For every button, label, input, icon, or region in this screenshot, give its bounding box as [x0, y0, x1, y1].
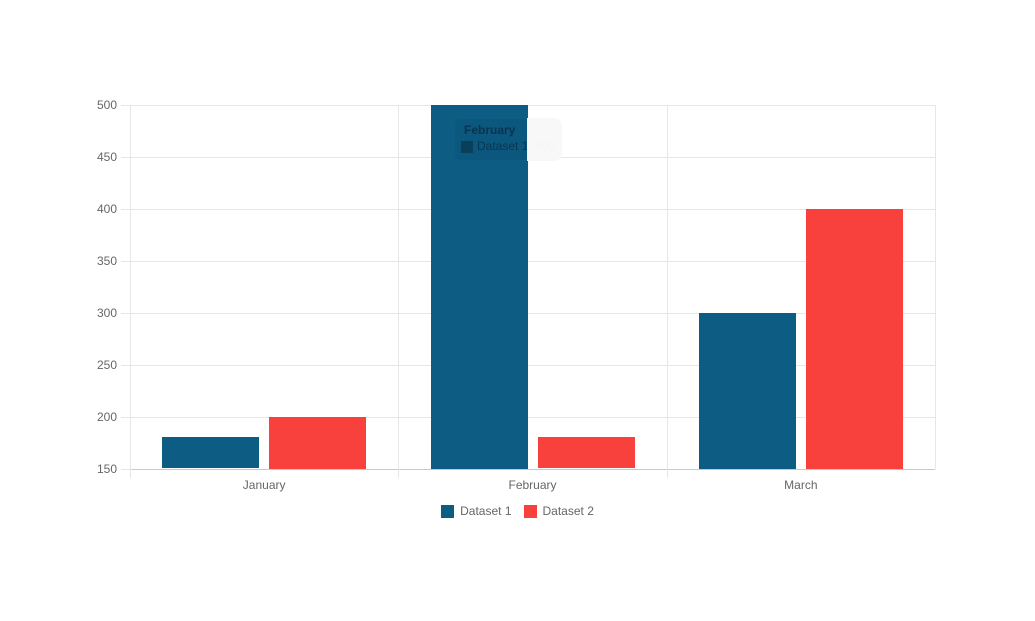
tooltip-fade-cover — [527, 118, 562, 161]
y-axis-tick — [121, 104, 130, 106]
legend-item-dataset-1[interactable]: Dataset 1 — [441, 504, 512, 519]
gridline-horizontal — [130, 156, 935, 158]
y-axis-tick — [121, 416, 130, 418]
x-tick-label: January — [242, 477, 286, 492]
legend: Dataset 1 Dataset 2 — [0, 504, 1035, 519]
bar-march-dataset-2[interactable] — [805, 208, 903, 469]
y-tick-label: 500 — [96, 97, 117, 112]
legend-swatch-icon — [523, 505, 537, 518]
x-axis-tick — [666, 468, 668, 478]
y-tick-label: 250 — [96, 357, 117, 372]
y-axis-tick — [121, 312, 130, 314]
legend-label: Dataset 2 — [542, 504, 594, 518]
y-tick-label: 200 — [96, 409, 117, 424]
y-axis-tick — [121, 208, 130, 210]
gridline-horizontal — [130, 104, 935, 106]
legend-swatch-icon — [441, 505, 455, 518]
x-axis-tick — [398, 468, 400, 478]
x-axis-tick — [130, 468, 131, 478]
gridline-vertical — [935, 104, 936, 469]
gridline-horizontal — [130, 364, 935, 366]
gridline-horizontal — [130, 208, 935, 210]
gridline-horizontal — [130, 468, 935, 470]
gridline-vertical — [398, 104, 400, 469]
bar-february-dataset-2[interactable] — [537, 437, 635, 469]
legend-label: Dataset 1 — [460, 504, 512, 518]
gridline-vertical — [666, 104, 668, 469]
bar-january-dataset-2[interactable] — [269, 416, 367, 469]
gridline-horizontal — [130, 260, 935, 262]
y-axis-tick — [121, 260, 130, 262]
gridline-vertical — [130, 104, 131, 469]
bar-march-dataset-1[interactable] — [698, 312, 796, 469]
gridline-horizontal — [130, 416, 935, 418]
x-tick-label: February — [508, 477, 557, 492]
y-tick-label: 350 — [96, 253, 117, 268]
y-tick-label: 300 — [96, 305, 117, 320]
y-axis-tick — [121, 364, 130, 366]
bar-january-dataset-1[interactable] — [162, 437, 260, 469]
x-tick-label: March — [784, 477, 818, 492]
y-tick-label: 150 — [96, 461, 117, 476]
y-axis-tick — [121, 468, 130, 470]
bar-february-dataset-1[interactable] — [430, 104, 528, 469]
y-tick-label: 400 — [96, 201, 117, 216]
y-tick-label: 450 — [96, 149, 117, 164]
y-axis-tick — [121, 156, 130, 158]
legend-item-dataset-2[interactable]: Dataset 2 — [523, 504, 594, 519]
gridline-horizontal — [130, 312, 935, 314]
